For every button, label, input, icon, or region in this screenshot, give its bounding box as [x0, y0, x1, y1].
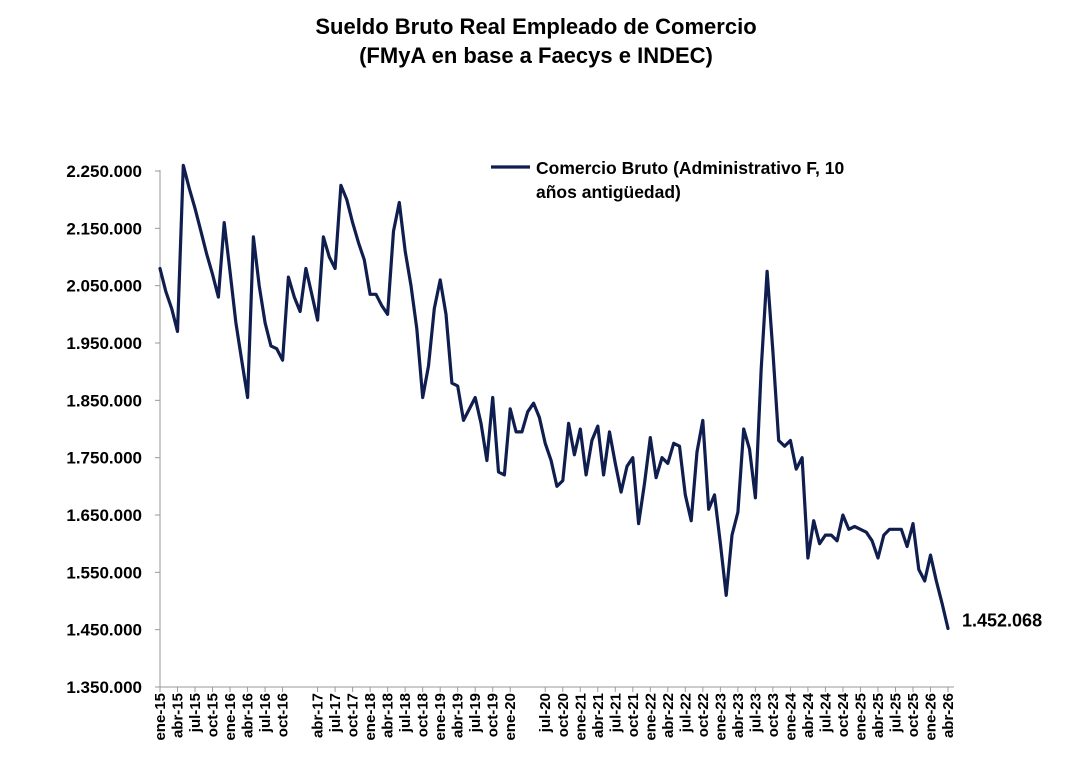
x-tick-label: ene-16 — [222, 693, 239, 741]
x-tick-label: oct-24 — [835, 692, 852, 737]
x-tick-label: ene-19 — [432, 693, 449, 741]
y-tick-label: 1.950.000 — [66, 334, 142, 353]
x-tick-label: ene-24 — [782, 692, 799, 740]
y-tick-label: 1.750.000 — [66, 449, 142, 468]
x-tick-label: oct-22 — [695, 693, 712, 737]
x-tick-label: jul-25 — [887, 693, 904, 733]
legend-label: años antigüedad) — [536, 182, 681, 202]
x-tick-label: jul-19 — [467, 693, 484, 733]
last-value-label: 1.452.068 — [962, 610, 1042, 630]
y-tick-label: 1.450.000 — [66, 621, 142, 640]
x-tick-label: ene-26 — [922, 693, 939, 741]
x-tick-label: jul-24 — [817, 692, 834, 733]
y-axis: 1.350.000 1.450.000 1.550.000 1.650.000 1.75… — [66, 162, 161, 697]
x-tick-label: abr-18 — [380, 693, 397, 738]
x-axis: ene-15 abr-15 jul-15 oct-15 ene-16 abr-16 jul-… — [152, 686, 957, 741]
x-tick-label: abr-26 — [940, 693, 957, 738]
x-tick-label: ene-20 — [502, 693, 519, 741]
x-tick-label: oct-23 — [765, 693, 782, 737]
x-tick-label: oct-17 — [345, 693, 362, 737]
x-tick-label: jul-17 — [327, 693, 344, 733]
chart-subtitle: (FMyA en base a Faecys e INDEC) — [359, 43, 713, 68]
x-tick-label: ene-18 — [362, 693, 379, 741]
x-tick-label: oct-18 — [415, 693, 432, 737]
x-tick-label: ene-15 — [152, 693, 169, 741]
x-tick-label: ene-23 — [712, 693, 729, 741]
chart-title-block: Sueldo Bruto Real Empleado de Comercio (… — [0, 12, 1072, 70]
x-tick-label: abr-24 — [800, 692, 817, 738]
x-tick-label: ene-25 — [852, 693, 869, 741]
legend: Comercio Bruto (Administrativo F, 10 años… — [491, 158, 845, 202]
y-tick-label: 2.250.000 — [66, 162, 142, 181]
x-tick-label: oct-21 — [625, 693, 642, 737]
x-tick-label: abr-23 — [730, 693, 747, 738]
x-tick-label: abr-22 — [660, 693, 677, 738]
legend-label: Comercio Bruto (Administrativo F, 10 — [536, 158, 845, 178]
x-tick-label: oct-16 — [275, 693, 292, 737]
x-tick-label: jul-20 — [537, 693, 554, 733]
x-tick-label: oct-19 — [485, 693, 502, 737]
x-tick-label: oct-15 — [205, 693, 222, 737]
series-group — [158, 163, 950, 631]
x-tick-label: jul-22 — [677, 693, 694, 733]
x-tick-label: abr-16 — [240, 693, 257, 738]
x-tick-label: jul-23 — [747, 693, 764, 733]
x-tick-label: jul-15 — [187, 693, 204, 733]
y-tick-label: 1.350.000 — [66, 678, 142, 697]
x-tick-label: jul-21 — [607, 693, 624, 733]
x-tick-label: oct-20 — [555, 693, 572, 737]
annotations: 1.452.068 — [962, 610, 1042, 630]
x-tick-label: ene-21 — [572, 693, 589, 741]
y-tick-label: 2.150.000 — [66, 219, 142, 238]
x-tick-label: ene-22 — [642, 693, 659, 741]
x-tick-label: jul-16 — [257, 693, 274, 733]
x-tick-label: abr-17 — [310, 693, 327, 738]
y-tick-label: 1.550.000 — [66, 563, 142, 582]
x-tick-label: oct-25 — [905, 693, 922, 737]
y-tick-label: 1.650.000 — [66, 506, 142, 525]
x-tick-label: abr-15 — [170, 693, 187, 738]
y-tick-label: 1.850.000 — [66, 391, 142, 410]
x-tick-label: abr-19 — [450, 693, 467, 738]
series-line-comercio-bruto — [158, 163, 950, 631]
y-tick-label: 2.050.000 — [66, 277, 142, 296]
x-tick-label: abr-25 — [870, 693, 887, 738]
x-tick-label: jul-18 — [397, 693, 414, 733]
x-tick-label: abr-21 — [590, 693, 607, 738]
chart-title: Sueldo Bruto Real Empleado de Comercio — [315, 14, 757, 39]
